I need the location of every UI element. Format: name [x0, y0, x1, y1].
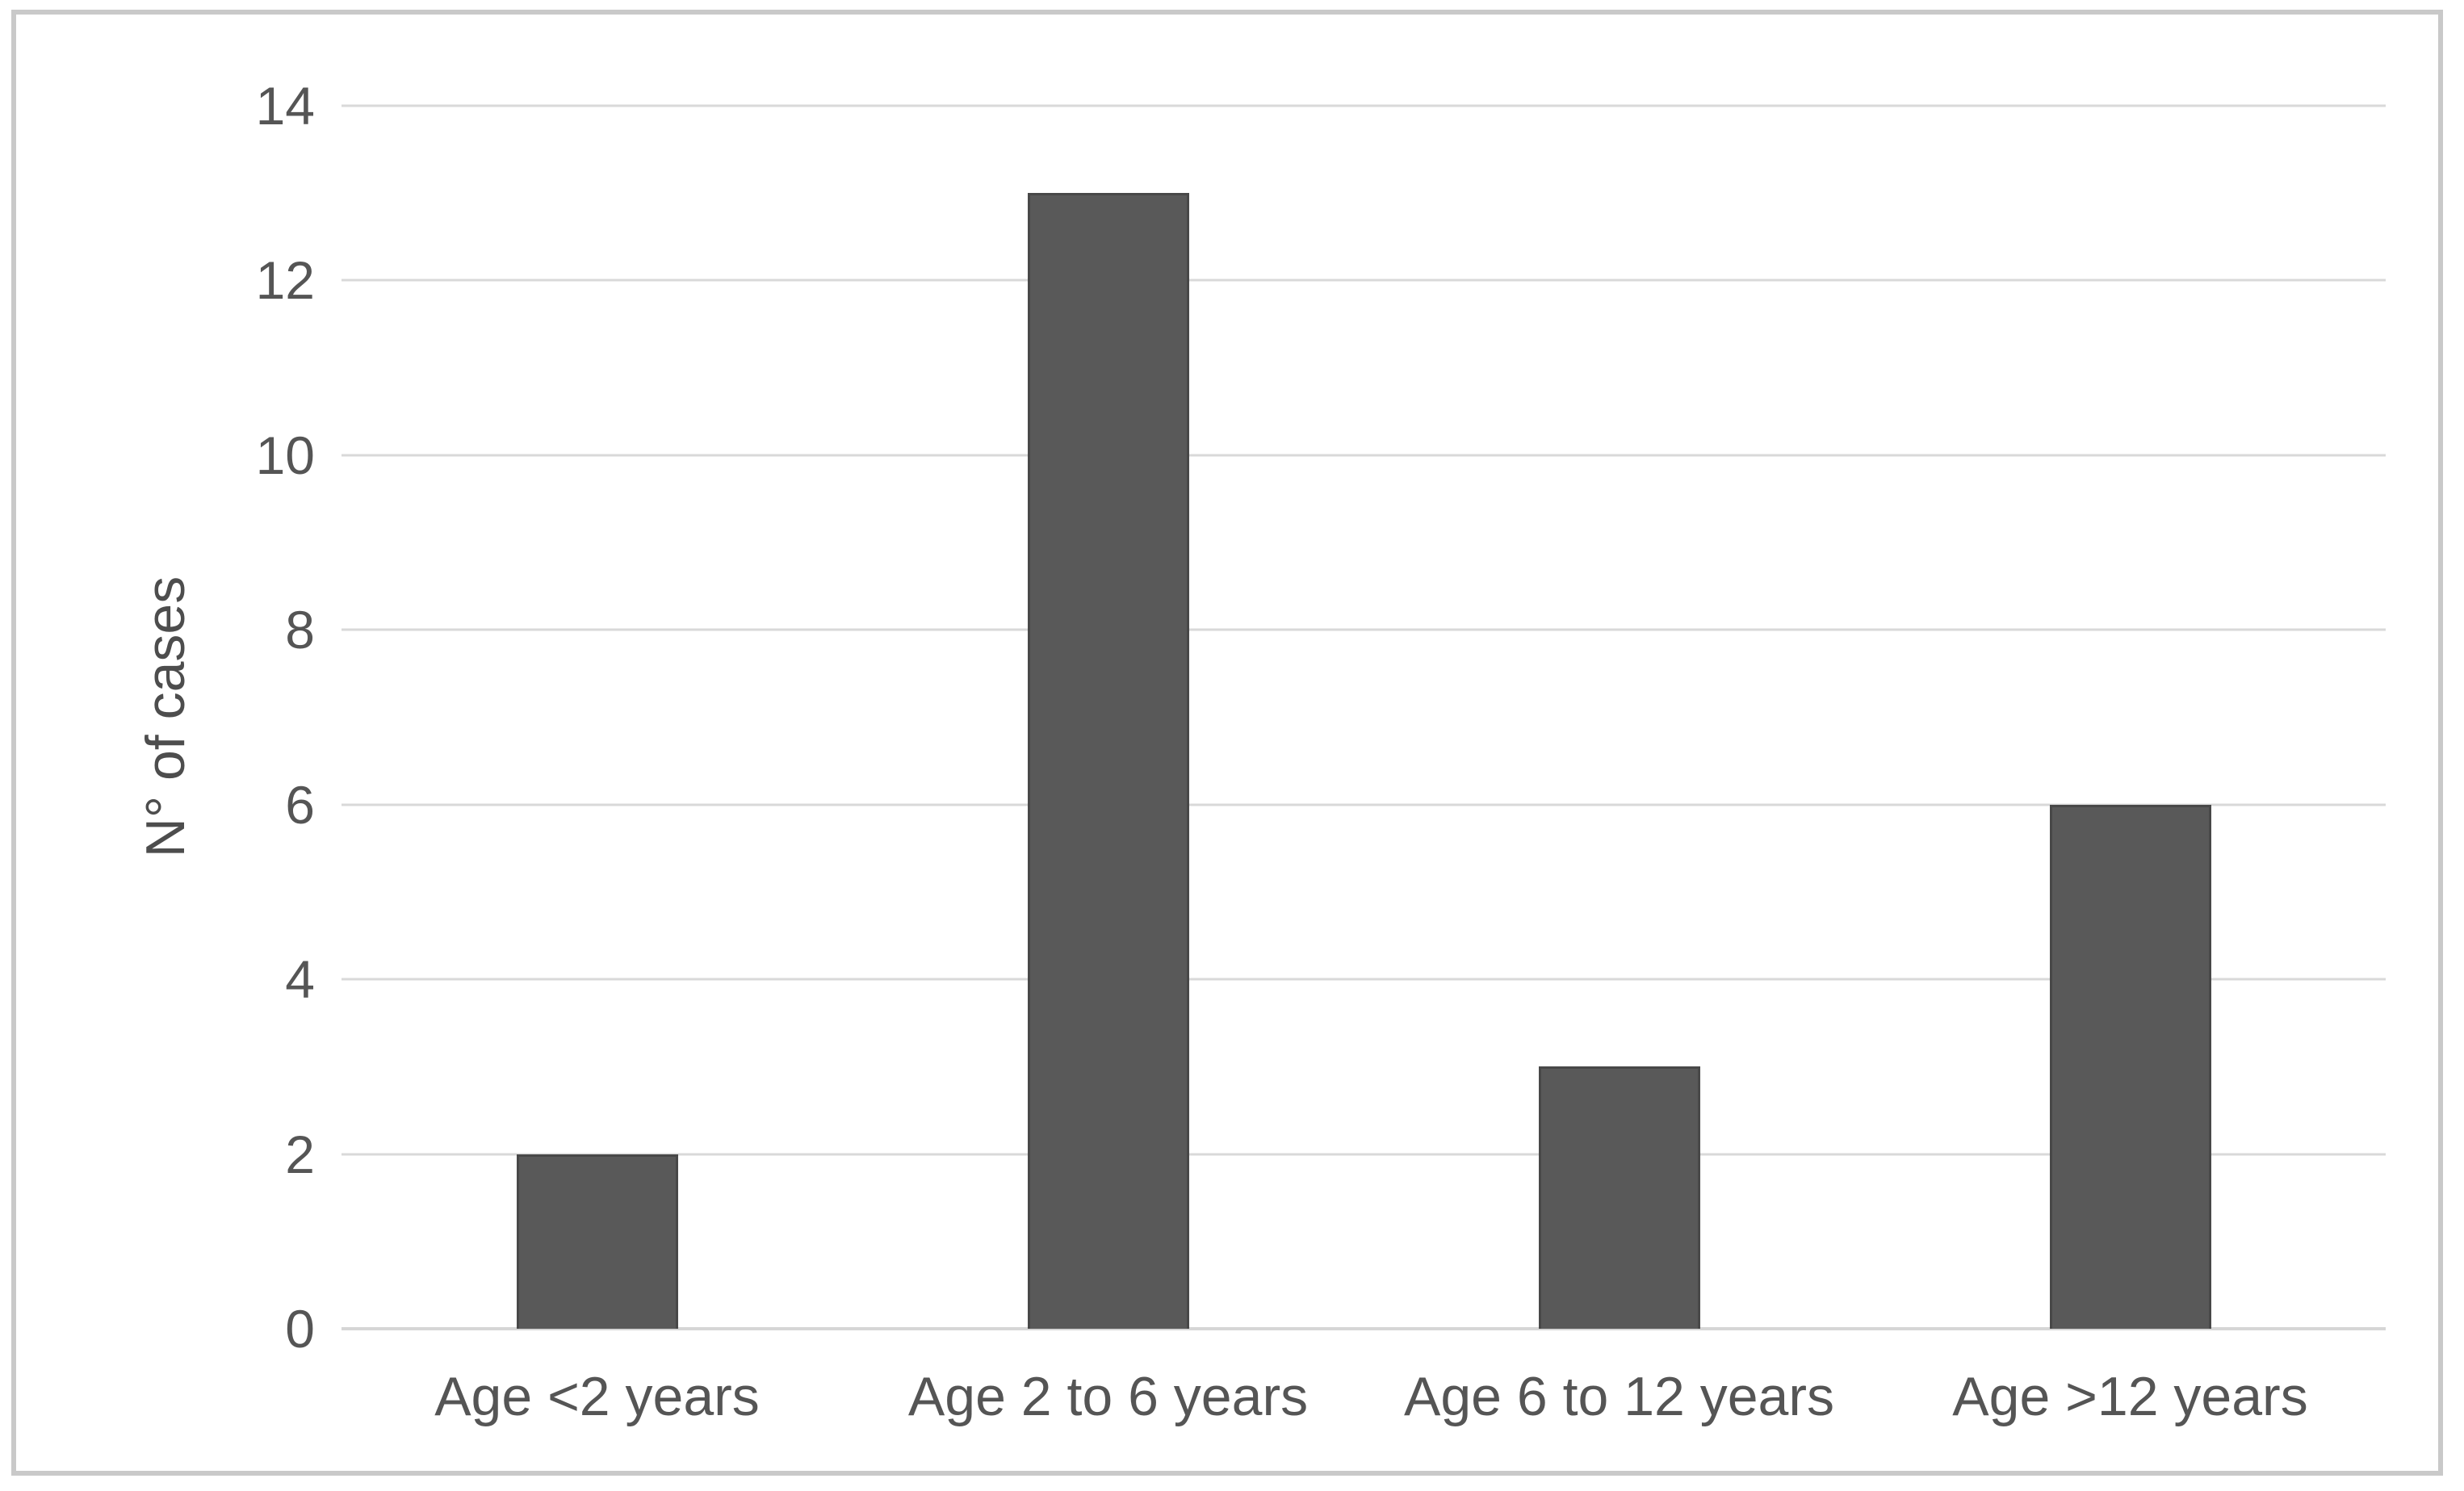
- bar-4: [2049, 804, 2211, 1329]
- y-tick-label-4: 4: [285, 949, 315, 1010]
- gridline-y-6: [342, 803, 2386, 806]
- y-tick-label-8: 8: [285, 600, 315, 660]
- x-category-label-1: Age <2 years: [434, 1366, 760, 1427]
- figure-frame: N° of cases 0 2 4 6 8 10 12 14 Age <2 years Age …: [11, 10, 2443, 1476]
- y-tick-label-0: 0: [285, 1299, 315, 1359]
- bar-3: [1538, 1066, 1700, 1329]
- gridline-y-8: [342, 628, 2386, 631]
- gridline-y-14: [342, 104, 2386, 107]
- plot-area: [342, 104, 2386, 1330]
- x-category-label-2: Age 2 to 6 years: [907, 1366, 1309, 1427]
- y-tick-label-2: 2: [285, 1124, 315, 1184]
- x-axis-line: [342, 1327, 2386, 1330]
- gridline-y-12: [342, 279, 2386, 282]
- y-tick-label-6: 6: [285, 774, 315, 835]
- x-category-label-4: Age >12 years: [1952, 1366, 2308, 1427]
- y-tick-label-10: 10: [255, 425, 315, 485]
- y-tick-label-12: 12: [255, 250, 315, 311]
- gridline-y-10: [342, 454, 2386, 457]
- gridline-y-2: [342, 1153, 2386, 1156]
- bar-1: [516, 1154, 678, 1329]
- bar-2: [1027, 193, 1189, 1329]
- x-category-label-3: Age 6 to 12 years: [1403, 1366, 1835, 1427]
- y-tick-label-14: 14: [255, 76, 315, 136]
- gridline-y-4: [342, 978, 2386, 981]
- y-axis-tick-labels: 0 2 4 6 8 10 12 14: [16, 79, 315, 1355]
